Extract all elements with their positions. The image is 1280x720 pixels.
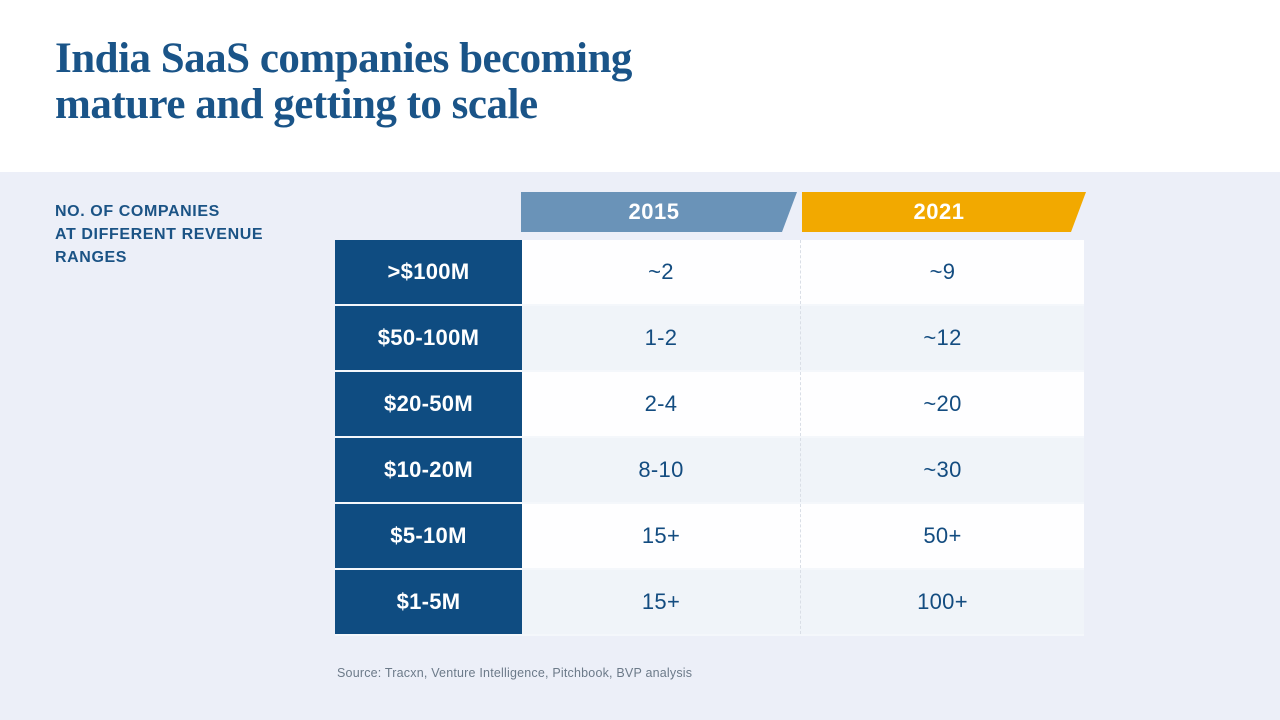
table-row: $5-10M 15+ 50+ xyxy=(335,504,1084,570)
table-row: $20-50M 2-4 ~20 xyxy=(335,372,1084,438)
table-row: $50-100M 1-2 ~12 xyxy=(335,306,1084,372)
table-description-line-1: NO. OF COMPANIES xyxy=(55,203,220,220)
value-2021: 50+ xyxy=(800,504,1084,568)
value-2015: 2-4 xyxy=(522,372,800,436)
value-2021: ~12 xyxy=(800,306,1084,370)
row-label-5-10m: $5-10M xyxy=(335,504,522,568)
value-2015: 15+ xyxy=(522,570,800,634)
revenue-range-table: >$100M ~2 ~9 $50-100M 1-2 ~12 $20-50M 2-… xyxy=(335,240,1084,636)
table-description-line-3: RANGES xyxy=(55,249,128,266)
row-label-over-100m: >$100M xyxy=(335,240,522,304)
row-label-20-50m: $20-50M xyxy=(335,372,522,436)
table-description-line-2: AT DIFFERENT REVENUE xyxy=(55,226,264,243)
page-title: India SaaS companies becoming mature and… xyxy=(55,36,632,128)
value-2021: ~20 xyxy=(800,372,1084,436)
value-2015: 15+ xyxy=(522,504,800,568)
page-title-line-1: India SaaS companies becoming xyxy=(55,35,632,82)
table-row: $10-20M 8-10 ~30 xyxy=(335,438,1084,504)
column-header-2021: 2021 xyxy=(802,192,1086,232)
value-2015: ~2 xyxy=(522,240,800,304)
column-header-2021-label: 2021 xyxy=(913,199,965,224)
table-row: >$100M ~2 ~9 xyxy=(335,240,1084,306)
table-description-label: NO. OF COMPANIES AT DIFFERENT REVENUE RA… xyxy=(55,200,263,269)
value-2021: 100+ xyxy=(800,570,1084,634)
value-2015: 8-10 xyxy=(522,438,800,502)
row-label-1-5m: $1-5M xyxy=(335,570,522,634)
table-row: $1-5M 15+ 100+ xyxy=(335,570,1084,636)
row-label-10-20m: $10-20M xyxy=(335,438,522,502)
column-header-2015: 2015 xyxy=(521,192,797,232)
row-label-50-100m: $50-100M xyxy=(335,306,522,370)
value-2021: ~30 xyxy=(800,438,1084,502)
source-attribution: Source: Tracxn, Venture Intelligence, Pi… xyxy=(337,666,693,680)
value-2015: 1-2 xyxy=(522,306,800,370)
page-title-line-2: mature and getting to scale xyxy=(55,81,538,128)
column-header-2015-label: 2015 xyxy=(628,199,680,224)
value-2021: ~9 xyxy=(800,240,1084,304)
